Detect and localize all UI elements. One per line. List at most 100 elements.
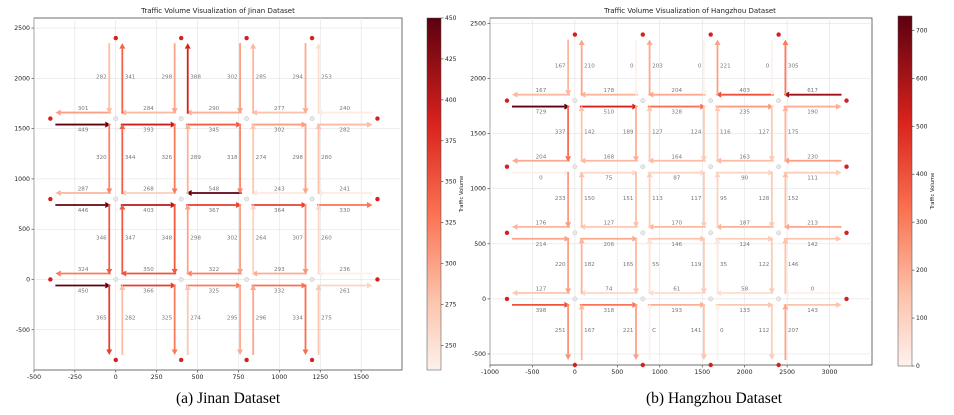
jinan-boundary-node xyxy=(179,357,184,363)
hangzhou-south-flow-head xyxy=(565,222,572,228)
jinan-east-flow-head xyxy=(301,282,308,289)
hangzhou-intersection-node xyxy=(776,230,782,236)
jinan-north-flow-label: 274 xyxy=(256,155,267,161)
hangzhou-north-flow-label: 150 xyxy=(584,196,595,202)
hangzhou-xtick-label: -500 xyxy=(525,369,539,376)
jinan-south-flow-head xyxy=(171,349,178,355)
jinan-south-flow-head xyxy=(106,108,113,114)
hangzhou-south-flow-head xyxy=(768,90,775,96)
hangzhou-east-flow-head xyxy=(564,301,570,308)
jinan-north-flow-head xyxy=(315,204,322,210)
hangzhou-east-flow-head xyxy=(768,103,774,110)
hangzhou-east-flow-head xyxy=(700,103,706,110)
hangzhou-north-flow-head xyxy=(782,105,789,112)
hangzhou-south-flow-head xyxy=(633,288,640,294)
hangzhou-colorbar-tick-label: 400 xyxy=(916,171,928,178)
jinan-west-flow-head xyxy=(55,190,61,197)
jinan-xtick-label: 750 xyxy=(233,374,245,381)
hangzhou-east-flow-head xyxy=(836,169,842,176)
jinan-west-flow-label: 293 xyxy=(274,267,285,273)
jinan-north-flow-label: 282 xyxy=(125,316,136,322)
jinan-south-flow-label: 302 xyxy=(227,74,238,80)
jinan-north-flow-head xyxy=(184,204,191,210)
jinan-boundary-node xyxy=(375,196,380,202)
hangzhou-east-flow-label: 0 xyxy=(539,176,543,182)
hangzhou-east-flow-label: 206 xyxy=(604,242,615,248)
hangzhou-south-flow-label: 122 xyxy=(759,262,770,268)
jinan-xtick-label: 500 xyxy=(192,374,204,381)
hangzhou-boundary-node xyxy=(504,164,510,169)
hangzhou-west-flow-label: 230 xyxy=(807,154,818,160)
hangzhou-south-flow-label: 165 xyxy=(623,262,634,268)
jinan-east-flow-label: 332 xyxy=(274,288,285,294)
hangzhou-west-flow-head xyxy=(579,91,586,98)
jinan-xtick-label: 1250 xyxy=(312,374,328,381)
jinan-south-flow-label: 298 xyxy=(292,155,303,161)
jinan-xtick-label: -250 xyxy=(68,374,82,381)
jinan-west-flow-label: 241 xyxy=(339,187,350,193)
hangzhou-south-flow-label: 119 xyxy=(691,262,702,268)
hangzhou-north-flow-head xyxy=(782,237,789,244)
hangzhou-west-flow-head xyxy=(579,223,586,230)
hangzhou-ytick-label: 1500 xyxy=(470,131,486,138)
jinan-south-flow-label: 295 xyxy=(227,316,238,322)
hangzhou-south-flow-head xyxy=(700,354,707,360)
jinan-east-flow-label: 345 xyxy=(209,128,220,134)
hangzhou-boundary-node xyxy=(708,362,713,368)
hangzhou-east-flow-head xyxy=(632,169,638,176)
hangzhou-boundary-node xyxy=(776,362,781,368)
jinan-north-flow-label: 289 xyxy=(190,155,201,161)
hangzhou-south-flow-head xyxy=(565,288,572,294)
hangzhou-east-flow-head xyxy=(700,235,706,242)
hangzhou-south-flow-label: 0 xyxy=(630,64,634,70)
hangzhou-boundary-node xyxy=(708,32,713,37)
jinan-colorbar-tick-label: 400 xyxy=(445,97,457,104)
jinan-south-flow-label: 334 xyxy=(292,316,303,322)
hangzhou-east-flow-label: 318 xyxy=(604,308,615,314)
hangzhou-east-flow-head xyxy=(768,301,774,308)
hangzhou-south-flow-label: 124 xyxy=(691,130,702,136)
jinan-east-flow-head xyxy=(170,282,177,289)
jinan-ytick-label: 0 xyxy=(26,276,30,283)
jinan-east-flow-label: 325 xyxy=(209,288,220,294)
hangzhou-colorbar-tick-label: 200 xyxy=(916,267,928,274)
hangzhou-ytick-label: 2000 xyxy=(470,76,486,83)
jinan-east-flow-head xyxy=(170,121,177,128)
jinan-xtick-label: 0 xyxy=(114,374,118,381)
hangzhou-intersection-node xyxy=(776,98,782,104)
hangzhou-north-flow-label: 95 xyxy=(720,196,728,202)
jinan-boundary-node xyxy=(113,357,118,363)
jinan-xtick-label: 1500 xyxy=(353,374,369,381)
hangzhou-colorbar-tick-label: 700 xyxy=(916,27,928,34)
jinan-east-flow-label: 302 xyxy=(274,128,285,134)
jinan-south-flow-label: 346 xyxy=(96,235,107,241)
jinan-west-flow-head xyxy=(317,190,323,197)
hangzhou-west-flow-head xyxy=(715,91,722,98)
hangzhou-west-flow-head xyxy=(783,289,790,296)
jinan-south-flow-label: 365 xyxy=(96,316,107,322)
jinan-ytick-label: 500 xyxy=(18,226,30,233)
hangzhou-west-flow-label: 168 xyxy=(604,154,615,160)
jinan-colorbar-tick-label: 375 xyxy=(445,138,457,145)
jinan-west-flow-head xyxy=(120,190,127,197)
jinan-east-flow-head xyxy=(366,202,373,209)
hangzhou-south-flow-head xyxy=(700,222,707,228)
hangzhou-east-flow-label: 328 xyxy=(671,110,682,116)
hangzhou-colorbar-tick-label: 100 xyxy=(916,315,928,322)
jinan-west-flow-head xyxy=(186,109,192,116)
hangzhou-west-flow-label: 204 xyxy=(671,88,682,94)
jinan-south-flow-head xyxy=(237,268,244,275)
jinan-west-flow-head xyxy=(251,109,258,116)
hangzhou-west-flow-head xyxy=(511,91,518,98)
hangzhou-south-flow-head xyxy=(633,354,640,360)
jinan-intersection-node xyxy=(244,277,250,282)
jinan-west-flow-label: 277 xyxy=(274,106,285,112)
hangzhou-south-flow-label: 127 xyxy=(759,130,770,136)
hangzhou-east-flow-label: 124 xyxy=(739,242,750,248)
hangzhou-east-flow-label: 111 xyxy=(807,176,818,182)
jinan-boundary-node xyxy=(244,357,249,363)
jinan-south-flow-head xyxy=(302,268,309,275)
hangzhou-intersection-node xyxy=(572,296,578,302)
hangzhou-north-flow-label: 175 xyxy=(788,130,799,136)
jinan-colorbar-label: Traffic Volume xyxy=(459,176,465,214)
